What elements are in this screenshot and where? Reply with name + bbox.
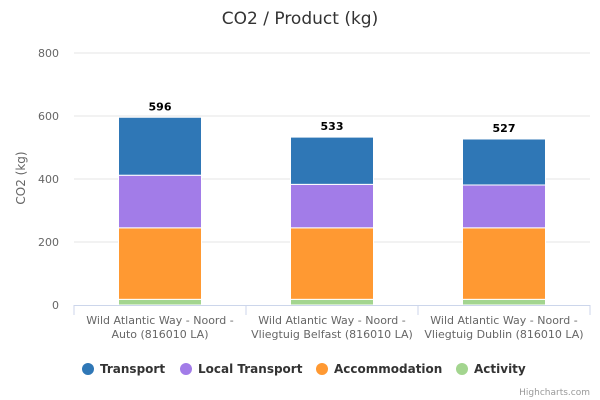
y-tick-label: 0: [52, 299, 59, 312]
category-label: Wild Atlantic Way - Noord -Vliegtuig Bel…: [251, 314, 413, 341]
y-tick-label: 800: [38, 47, 59, 60]
bar-segment-local-transport[interactable]: [118, 174, 202, 229]
category-label-line: Auto (816010 LA): [111, 328, 208, 341]
bars: [118, 116, 546, 306]
y-tick-label: 600: [38, 110, 59, 123]
category-label-line: Vliegtuig Belfast (816010 LA): [251, 328, 413, 341]
bar-segment-accommodation[interactable]: [290, 227, 374, 300]
bar-segment-local-transport[interactable]: [290, 183, 374, 229]
bar-segment-local-transport[interactable]: [462, 184, 546, 229]
legend-marker: [316, 363, 328, 375]
x-axis-ticks: [73, 305, 591, 315]
y-tick-label: 400: [38, 173, 59, 186]
category-label-line: Wild Atlantic Way - Noord -: [258, 314, 405, 327]
bar-total-label: 596: [149, 100, 172, 113]
y-axis-ticks: 0 200 400 600 800: [38, 47, 59, 312]
category-label-line: Wild Atlantic Way - Noord -: [86, 314, 233, 327]
legend-item-transport[interactable]: Transport: [82, 362, 165, 376]
legend-label: Local Transport: [198, 362, 303, 376]
bar-segment-transport[interactable]: [118, 116, 202, 176]
legend-marker: [82, 363, 94, 375]
bar-total-label: 533: [321, 120, 344, 133]
x-axis-category-labels: Wild Atlantic Way - Noord -Auto (816010 …: [86, 314, 583, 341]
legend-label: Activity: [474, 362, 526, 376]
total-labels: 596 533 527: [149, 100, 516, 135]
bar-segment-accommodation[interactable]: [118, 227, 202, 300]
bar-segment-accommodation[interactable]: [462, 227, 546, 300]
category-label-line: Vliegtuig Dublin (816010 LA): [424, 328, 583, 341]
category-label: Wild Atlantic Way - Noord -Auto (816010 …: [86, 314, 233, 341]
y-tick-label: 200: [38, 236, 59, 249]
credits-link[interactable]: Highcharts.com: [519, 388, 590, 398]
legend-label: Transport: [100, 362, 165, 376]
bar-segment-activity[interactable]: [462, 298, 546, 306]
legend-item-activity[interactable]: Activity: [456, 362, 526, 376]
legend: Transport Local Transport Accommodation Act…: [82, 362, 526, 376]
legend-marker: [180, 363, 192, 375]
legend-label: Accommodation: [334, 362, 442, 376]
legend-item-local-transport[interactable]: Local Transport: [180, 362, 303, 376]
legend-marker: [456, 363, 468, 375]
legend-item-accommodation[interactable]: Accommodation: [316, 362, 442, 376]
bar-segment-transport[interactable]: [290, 136, 374, 185]
bar-segment-activity[interactable]: [118, 298, 202, 306]
chart-title: CO2 / Product (kg): [222, 9, 378, 29]
bar-segment-transport[interactable]: [462, 138, 546, 186]
category-label-line: Wild Atlantic Way - Noord -: [430, 314, 577, 327]
bar-segment-activity[interactable]: [290, 298, 374, 306]
category-label: Wild Atlantic Way - Noord -Vliegtuig Dub…: [424, 314, 583, 341]
y-axis-label: CO2 (kg): [14, 151, 28, 204]
bar-total-label: 527: [493, 122, 516, 135]
